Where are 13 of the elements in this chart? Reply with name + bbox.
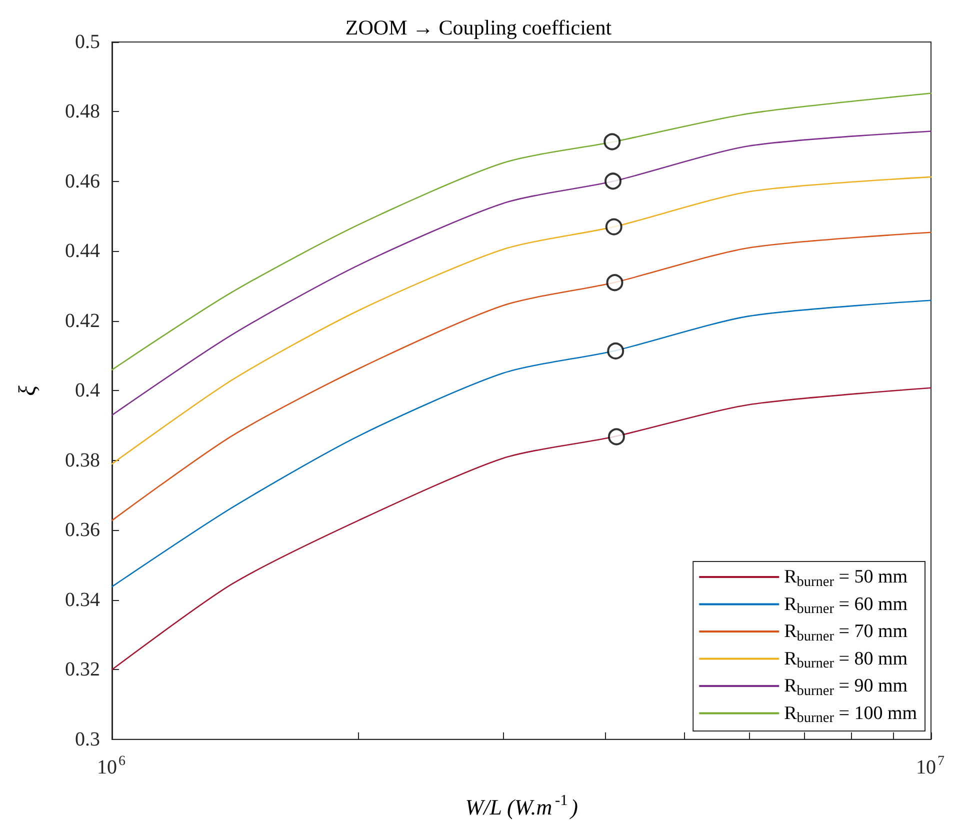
- y-tick-label: 0.5: [75, 31, 100, 53]
- y-tick-label: 0.48: [65, 100, 100, 123]
- y-tick-label: 0.42: [65, 310, 100, 332]
- y-tick-label: 0.36: [65, 519, 100, 542]
- y-axis-title: ξ: [15, 384, 41, 396]
- chart-title: ZOOM → Coupling coefficient: [345, 16, 612, 40]
- y-tick-label: 0.46: [65, 170, 100, 192]
- y-tick-label: 0.34: [65, 588, 100, 611]
- y-tick-label: 0.38: [65, 449, 100, 472]
- y-tick-label: 0.3: [75, 728, 100, 750]
- y-tick-label: 0.44: [65, 240, 100, 262]
- y-tick-label: 0.32: [65, 658, 100, 681]
- y-tick-label: 0.4: [75, 380, 100, 402]
